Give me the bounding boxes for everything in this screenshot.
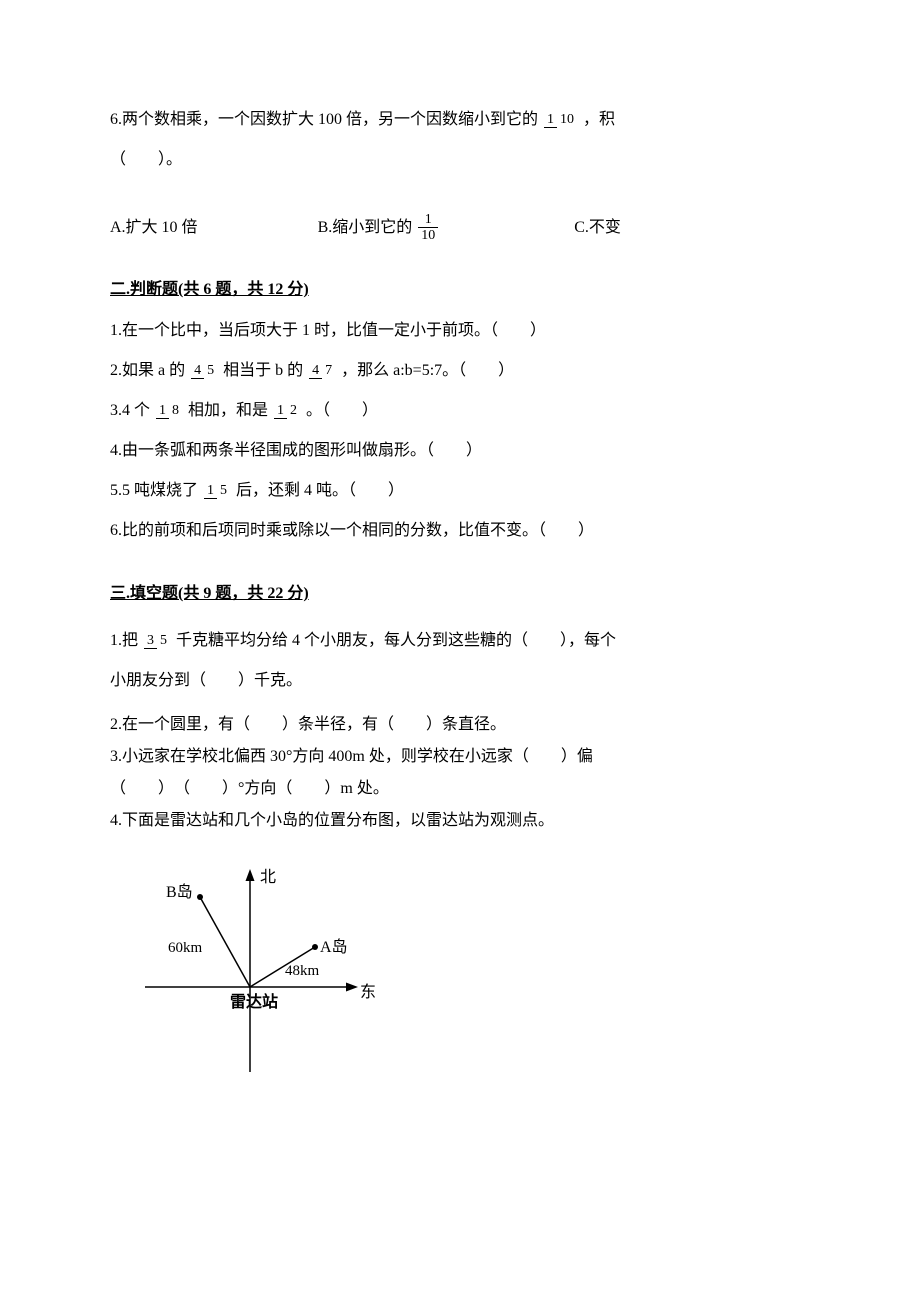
s2-q3-p3: 。（ ） <box>306 391 378 431</box>
s2-q5-p2: 后，还剩 4 吨。（ ） <box>236 471 404 511</box>
option-b-text: B.缩小到它的 <box>318 210 413 245</box>
s3-q1-p3: 小朋友分到（ ）千克。 <box>110 661 302 701</box>
frac-numerator: 3 <box>144 633 157 649</box>
q6-options: A.扩大 10 倍 B.缩小到它的 1 10 C.不变 <box>110 210 810 245</box>
option-b-fraction: 1 10 <box>418 212 438 244</box>
q6-text-suffix: ，积 <box>583 100 615 140</box>
q6-option-b: B.缩小到它的 1 10 <box>318 210 445 245</box>
s3-q2: 2.在一个圆里，有（ ）条半径，有（ ）条直径。 <box>110 709 810 741</box>
frac-numerator: 4 <box>309 363 322 379</box>
s2-q4: 4.由一条弧和两条半径围成的图形叫做扇形。（ ） <box>110 431 810 471</box>
q6-option-a: A.扩大 10 倍 <box>110 210 198 245</box>
b-island-line <box>200 897 250 987</box>
s2-q6: 6.比的前项和后项同时乘或除以一个相同的分数，比值不变。（ ） <box>110 511 810 551</box>
s3-q1-p2: 千克糖平均分给 4 个小朋友，每人分到这些糖的（ ），每个 <box>176 621 616 661</box>
east-label: 东 <box>360 983 376 1001</box>
a-island-label: A岛 <box>320 938 348 956</box>
radar-label: 雷达站 <box>230 992 278 1011</box>
s3-q3-l1: 3.小远家在学校北偏西 30°方向 400m 处，则学校在小远家（ ）偏 <box>110 741 810 773</box>
question-6: 6.两个数相乘，一个因数扩大 100 倍，另一个因数缩小到它的 1 10 ，积 … <box>110 100 810 245</box>
q6-blank-open: （ <box>110 140 126 180</box>
s2-q2-p2: 相当于 b 的 <box>223 351 303 391</box>
s2-q1-text: 1.在一个比中，当后项大于 1 时，比值一定小于前项。（ ） <box>110 311 546 351</box>
s2-q2-frac2: 4 7 <box>309 363 335 379</box>
q6-option-c: C.不变 <box>574 210 621 245</box>
b-island-point <box>197 894 203 900</box>
question-6-stem: 6.两个数相乘，一个因数扩大 100 倍，另一个因数缩小到它的 1 10 ，积 <box>110 100 810 140</box>
b-distance-label: 60km <box>168 940 203 956</box>
s3-q4: 4.下面是雷达站和几个小岛的位置分布图，以雷达站为观测点。 <box>110 805 810 837</box>
q6-blank <box>126 140 158 180</box>
s2-q5: 5.5 吨煤烧了 1 5 后，还剩 4 吨。（ ） <box>110 471 810 511</box>
frac-denominator: 5 <box>204 363 217 378</box>
option-c-text: C.不变 <box>574 210 621 245</box>
q6-blank-close: ）。 <box>158 140 182 180</box>
frac-numerator: 1 <box>544 112 557 128</box>
radar-diagram: 北 东 B岛 A岛 60km 48km 雷达站 <box>130 857 810 1092</box>
s2-q3-p1: 3.4 个 <box>110 391 150 431</box>
q6-blank-line: （ ）。 <box>110 140 810 180</box>
s2-q5-frac1: 1 5 <box>204 483 230 499</box>
s2-q2-p1: 2.如果 a 的 <box>110 351 185 391</box>
s2-q3-p2: 相加，和是 <box>188 391 268 431</box>
section-2-title: 二.判断题(共 6 题，共 12 分) <box>110 275 810 299</box>
a-island-point <box>312 944 318 950</box>
north-label: 北 <box>260 868 276 886</box>
frac-denominator: 7 <box>322 363 335 378</box>
s2-q5-p1: 5.5 吨煤烧了 <box>110 471 198 511</box>
s3-q1-frac1: 3 5 <box>144 633 170 649</box>
frac-numerator: 1 <box>204 483 217 499</box>
s2-q3: 3.4 个 1 8 相加，和是 1 2 。（ ） <box>110 391 810 431</box>
a-distance-label: 48km <box>285 963 320 979</box>
frac-denominator: 10 <box>557 112 577 127</box>
s2-q2-p3: ，那么 a:b=5:7。（ ） <box>341 351 514 391</box>
frac-numerator: 1 <box>274 403 287 419</box>
s3-q1-line1: 1.把 3 5 千克糖平均分给 4 个小朋友，每人分到这些糖的（ ），每个 <box>110 621 810 661</box>
frac-denominator: 5 <box>157 633 170 648</box>
radar-svg: 北 东 B岛 A岛 60km 48km 雷达站 <box>130 857 390 1087</box>
s3-q1-line2: 小朋友分到（ ）千克。 <box>110 661 810 701</box>
frac-denominator: 10 <box>418 228 438 243</box>
s2-q1: 1.在一个比中，当后项大于 1 时，比值一定小于前项。（ ） <box>110 311 810 351</box>
frac-denominator: 2 <box>287 403 300 418</box>
q6-text-prefix: 6.两个数相乘，一个因数扩大 100 倍，另一个因数缩小到它的 <box>110 100 538 140</box>
option-a-text: A.扩大 10 倍 <box>110 210 198 245</box>
frac-numerator: 4 <box>191 363 204 379</box>
s2-q3-frac2: 1 2 <box>274 403 300 419</box>
s2-q6-text: 6.比的前项和后项同时乘或除以一个相同的分数，比值不变。（ ） <box>110 511 594 551</box>
b-island-label: B岛 <box>166 883 193 901</box>
frac-numerator: 1 <box>418 212 438 228</box>
s2-q2: 2.如果 a 的 4 5 相当于 b 的 4 7 ，那么 a:b=5:7。（ ） <box>110 351 810 391</box>
section-3-title: 三.填空题(共 9 题，共 22 分) <box>110 579 810 603</box>
s2-q4-text: 4.由一条弧和两条半径围成的图形叫做扇形。（ ） <box>110 431 482 471</box>
s3-q1-p1: 1.把 <box>110 621 138 661</box>
s3-q1: 1.把 3 5 千克糖平均分给 4 个小朋友，每人分到这些糖的（ ），每个 小朋… <box>110 621 810 701</box>
s2-q2-frac1: 4 5 <box>191 363 217 379</box>
q6-fraction: 1 10 <box>544 112 577 128</box>
s2-q3-frac1: 1 8 <box>156 403 182 419</box>
frac-denominator: 8 <box>169 403 182 418</box>
frac-denominator: 5 <box>217 483 230 498</box>
frac-numerator: 1 <box>156 403 169 419</box>
s3-q3-l2: （ ） （ ）°方向（ ）m 处。 <box>110 773 810 805</box>
